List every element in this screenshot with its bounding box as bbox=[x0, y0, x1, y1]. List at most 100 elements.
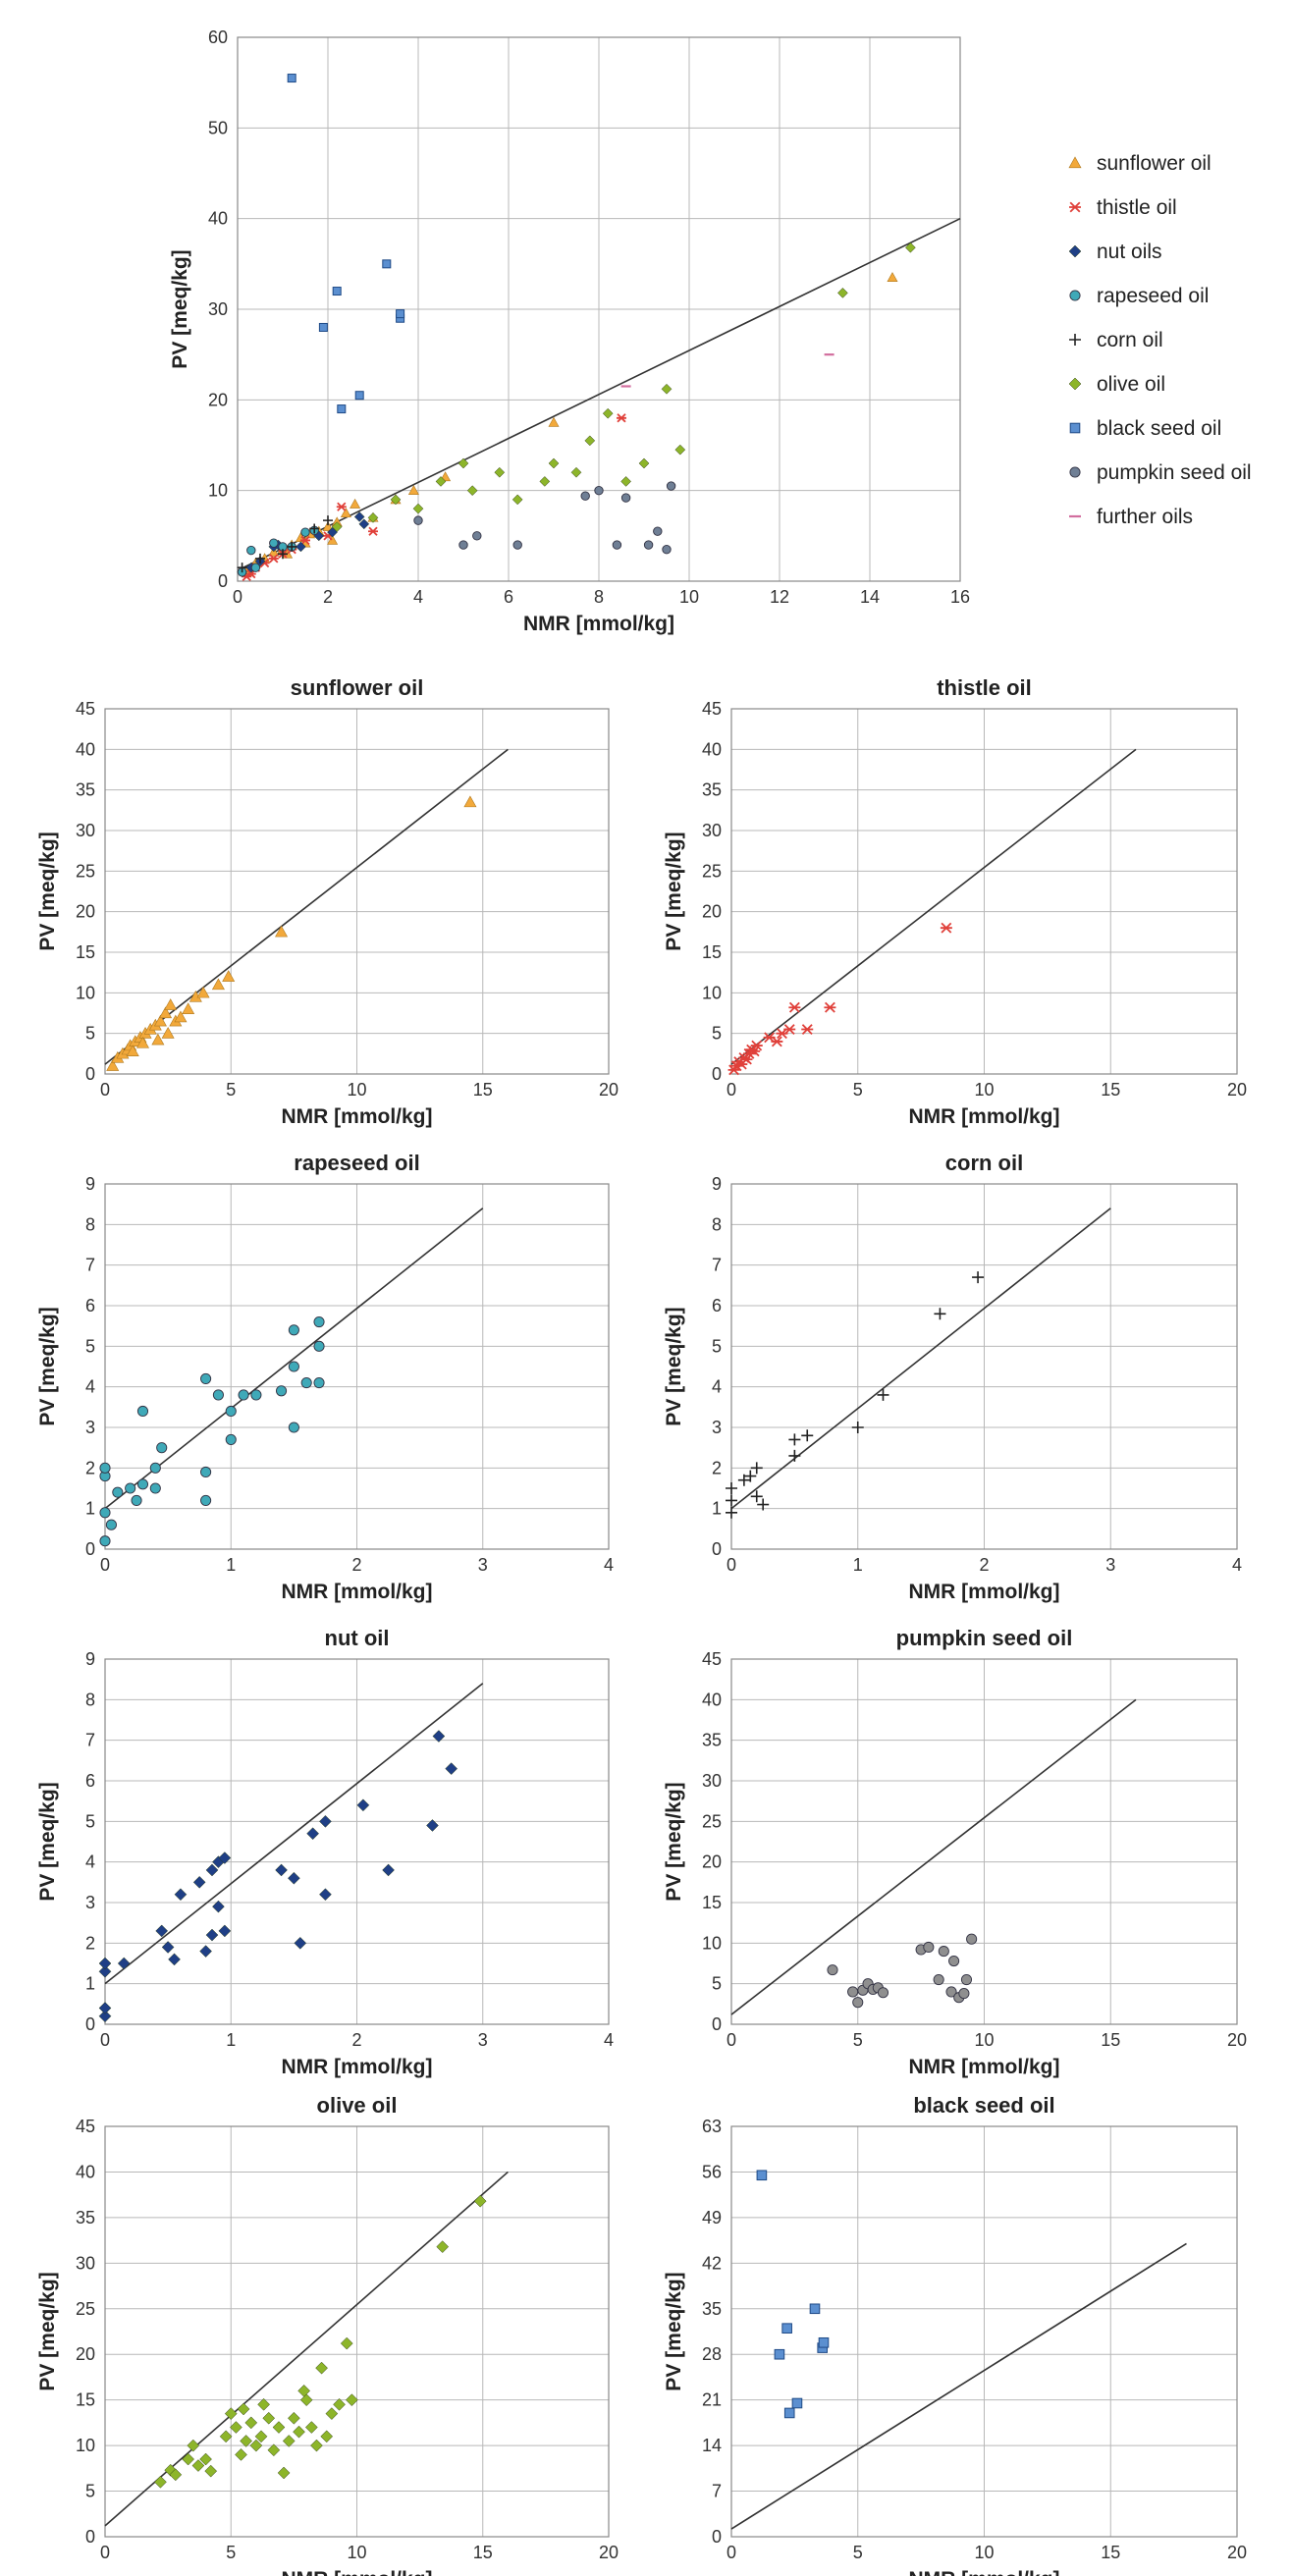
legend-marker bbox=[1069, 201, 1081, 213]
y-tick-label: 20 bbox=[702, 1852, 722, 1872]
y-tick-label: 35 bbox=[702, 2299, 722, 2319]
data-point bbox=[412, 503, 424, 514]
data-point bbox=[757, 1498, 770, 1511]
x-axis-label: NMR [mmol/kg] bbox=[282, 2568, 433, 2576]
x-axis-label: NMR [mmol/kg] bbox=[282, 1581, 433, 1603]
y-tick-label: 3 bbox=[85, 1893, 95, 1912]
x-tick-label: 12 bbox=[770, 587, 789, 607]
legend-marker bbox=[1068, 244, 1082, 258]
data-point bbox=[472, 531, 482, 541]
y-tick-label: 20 bbox=[208, 390, 228, 409]
y-tick-label: 60 bbox=[208, 27, 228, 47]
fit-line bbox=[104, 748, 509, 1065]
y-tick-label: 1 bbox=[712, 1499, 722, 1519]
data-point bbox=[288, 1361, 299, 1372]
data-point bbox=[211, 978, 225, 991]
chart-title: pumpkin seed oil bbox=[896, 1626, 1073, 1650]
y-tick-label: 9 bbox=[85, 1649, 95, 1669]
legend-item-olive-oil: olive oil bbox=[1097, 373, 1165, 396]
y-axis-label: PV [meq/kg] bbox=[663, 1782, 685, 1901]
plot-frame bbox=[104, 2125, 610, 2538]
data-point bbox=[584, 435, 596, 447]
x-tick-label: 15 bbox=[1101, 1080, 1120, 1100]
x-tick-label: 10 bbox=[679, 587, 699, 607]
x-tick-label: 0 bbox=[727, 2030, 736, 2050]
x-tick-label: 0 bbox=[100, 1555, 110, 1575]
data-point bbox=[818, 2336, 830, 2348]
data-point bbox=[407, 485, 419, 495]
x-tick-label: 3 bbox=[478, 1555, 488, 1575]
data-point bbox=[852, 1997, 864, 2009]
data-point bbox=[322, 520, 334, 531]
data-point bbox=[466, 485, 478, 497]
data-point bbox=[269, 538, 279, 548]
data-point bbox=[801, 1024, 814, 1035]
fit-line bbox=[104, 2171, 509, 2527]
data-point bbox=[275, 925, 289, 938]
x-tick-label: 6 bbox=[504, 587, 513, 607]
data-point bbox=[367, 512, 379, 523]
data-point bbox=[413, 515, 423, 525]
legend-item-nut-oils: nut oils bbox=[1097, 241, 1162, 263]
data-point bbox=[774, 2348, 785, 2360]
data-point bbox=[494, 466, 506, 478]
data-point bbox=[319, 1814, 332, 1828]
x-tick-label: 0 bbox=[727, 1080, 736, 1100]
x-tick-label: 0 bbox=[100, 2030, 110, 2050]
data-point bbox=[159, 1006, 173, 1019]
y-axis-label: PV [meq/kg] bbox=[36, 2272, 59, 2390]
data-point bbox=[458, 457, 469, 469]
data-point bbox=[783, 2407, 795, 2419]
legend-item-black-seed-oil: black seed oil bbox=[1097, 417, 1221, 440]
y-tick-label: 40 bbox=[702, 739, 722, 759]
y-tick-label: 6 bbox=[85, 1771, 95, 1791]
x-tick-label: 1 bbox=[226, 1555, 236, 1575]
data-point bbox=[331, 521, 343, 532]
data-point bbox=[313, 1376, 325, 1389]
data-point bbox=[358, 518, 370, 530]
data-point bbox=[602, 407, 614, 419]
y-tick-label: 56 bbox=[702, 2162, 722, 2181]
data-point bbox=[382, 1863, 395, 1877]
chart-pumpkin-seed-oil: 0 5 10 15 20 0 5 10 15 20 25 30 35 40 45 pumpkin seed o… bbox=[663, 1626, 1247, 2078]
plot-frame bbox=[730, 1658, 1238, 2025]
data-point bbox=[643, 540, 654, 550]
data-point bbox=[300, 535, 310, 546]
chart-sunflower-oil: 0 5 10 15 20 0 5 10 15 20 25 30 35 40 45 sunflower oil N… bbox=[36, 675, 619, 1128]
data-point bbox=[851, 1422, 864, 1433]
data-point bbox=[435, 476, 447, 487]
data-point bbox=[548, 457, 560, 469]
data-point bbox=[620, 476, 631, 487]
data-point bbox=[300, 527, 310, 537]
data-point bbox=[294, 1936, 307, 1950]
legend-marker bbox=[1069, 422, 1081, 434]
data-point bbox=[99, 1462, 111, 1474]
y-tick-label: 2 bbox=[85, 1458, 95, 1477]
data-point bbox=[350, 498, 361, 509]
y-tick-label: 8 bbox=[85, 1214, 95, 1234]
y-tick-label: 5 bbox=[85, 1336, 95, 1356]
y-tick-label: 2 bbox=[85, 1933, 95, 1953]
x-tick-label: 20 bbox=[599, 2543, 619, 2562]
data-point bbox=[288, 1422, 299, 1433]
data-point bbox=[445, 1762, 458, 1775]
legend-marker bbox=[1068, 156, 1082, 169]
y-tick-label: 5 bbox=[712, 1974, 722, 1994]
x-tick-label: 5 bbox=[226, 2543, 236, 2562]
data-point bbox=[327, 534, 339, 545]
fit-line bbox=[730, 2242, 1187, 2530]
fit-line bbox=[104, 1683, 484, 1985]
data-point bbox=[337, 404, 347, 414]
data-point bbox=[205, 1928, 219, 1942]
x-tick-label: 15 bbox=[1101, 2030, 1120, 2050]
y-tick-label: 30 bbox=[702, 1771, 722, 1791]
data-point bbox=[156, 1442, 168, 1454]
data-point bbox=[250, 1389, 262, 1401]
y-tick-label: 63 bbox=[702, 2117, 722, 2136]
x-tick-label: 5 bbox=[853, 2030, 863, 2050]
x-tick-label: 20 bbox=[1227, 1080, 1247, 1100]
data-point bbox=[313, 1315, 325, 1328]
y-axis-label: PV [meq/kg] bbox=[36, 1782, 59, 1901]
data-point bbox=[837, 288, 848, 298]
x-tick-label: 2 bbox=[351, 2030, 361, 2050]
